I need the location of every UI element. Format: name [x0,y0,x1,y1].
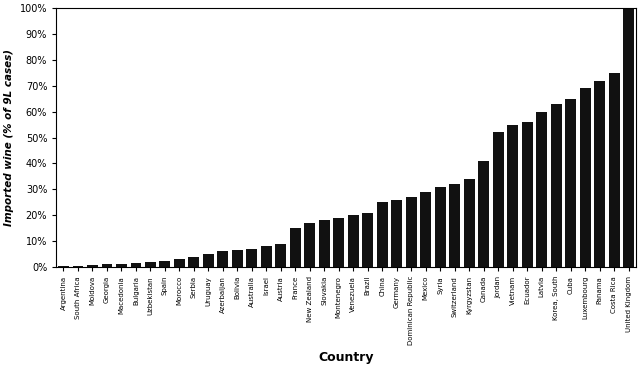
Bar [131,263,141,267]
Bar [449,184,460,267]
Bar [333,218,344,267]
Bar [594,81,605,267]
Bar [550,104,561,267]
Bar [58,266,69,267]
Bar [261,246,272,267]
Bar [565,99,576,267]
Bar [232,250,243,267]
Bar [188,256,199,267]
Bar [536,112,547,267]
Bar [305,223,316,267]
Bar [290,228,301,267]
Bar [478,161,489,267]
Bar [493,132,504,267]
Bar [275,244,286,267]
Bar [522,122,532,267]
Bar [203,254,214,267]
Y-axis label: Imported wine (% of 9L cases): Imported wine (% of 9L cases) [4,49,14,226]
Bar [435,187,445,267]
Bar [159,261,170,267]
Bar [145,262,156,267]
Bar [464,179,475,267]
Bar [102,264,113,267]
Bar [246,249,257,267]
Bar [116,264,127,267]
Bar [319,220,330,267]
Bar [609,73,620,267]
Bar [420,192,431,267]
Bar [174,259,185,267]
X-axis label: Country: Country [318,351,374,364]
Bar [72,266,83,267]
Bar [580,88,591,267]
Bar [218,251,228,267]
Bar [377,202,388,267]
Bar [348,215,359,267]
Bar [623,8,634,267]
Bar [406,197,417,267]
Bar [87,265,98,267]
Bar [508,125,518,267]
Bar [362,213,373,267]
Bar [391,199,402,267]
